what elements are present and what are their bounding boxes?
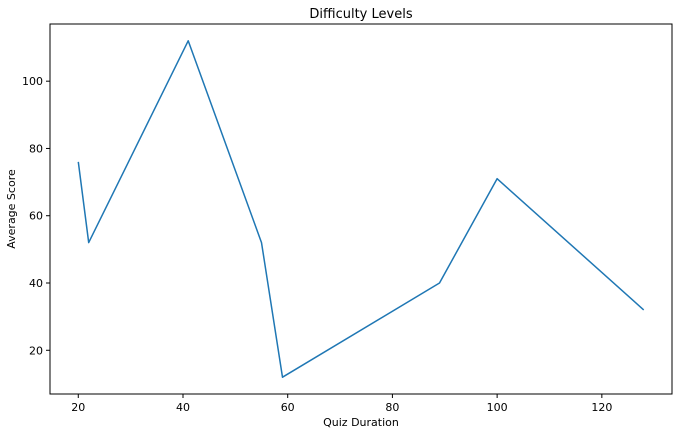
x-tick-label: 80 xyxy=(385,401,399,414)
y-tick-label: 80 xyxy=(29,142,43,155)
y-tick-label: 40 xyxy=(29,277,43,290)
x-tick-label: 100 xyxy=(487,401,508,414)
x-tick-label: 20 xyxy=(71,401,85,414)
series-layer xyxy=(77,40,645,378)
x-tick-label: 120 xyxy=(591,401,612,414)
plot-area-frame xyxy=(49,23,673,395)
chart-title: Difficulty Levels xyxy=(309,7,412,22)
x-tick-label: 40 xyxy=(176,401,190,414)
series-line-0 xyxy=(77,40,645,378)
x-tick-label: 60 xyxy=(281,401,295,414)
y-tick-label: 60 xyxy=(29,210,43,223)
y-axis-ticks: 20 40 60 80 100 xyxy=(22,75,50,357)
y-tick-label: 20 xyxy=(29,344,43,357)
x-axis-ticks: 20 40 60 80 100 120 xyxy=(71,394,612,414)
y-tick-label: 100 xyxy=(22,75,43,88)
y-axis-label: Average Score xyxy=(5,169,18,249)
x-axis-label: Quiz Duration xyxy=(323,416,399,429)
